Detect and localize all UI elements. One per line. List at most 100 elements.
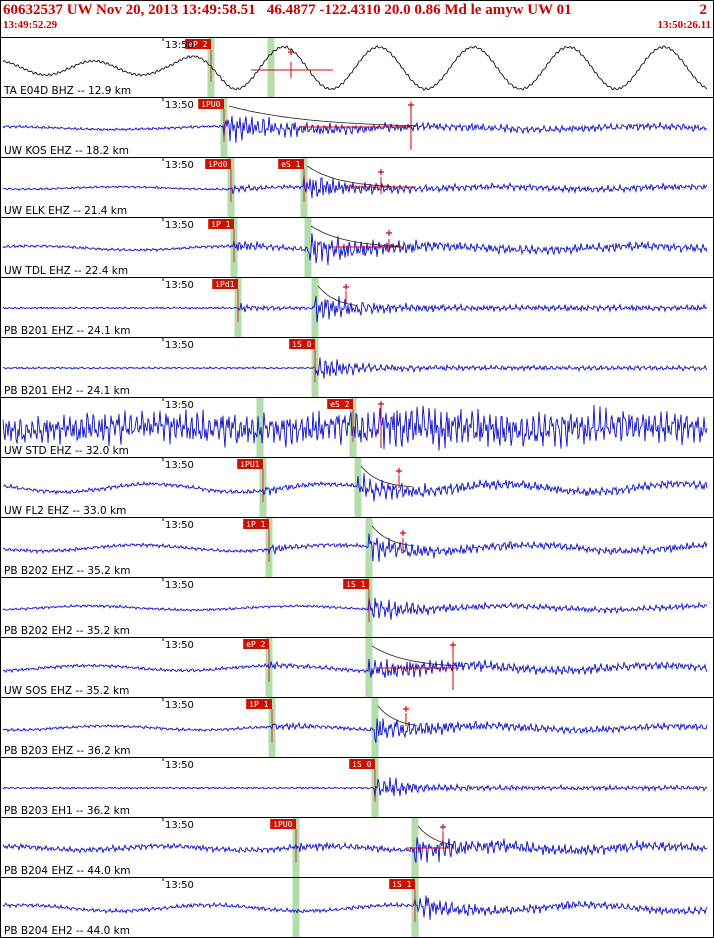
pick-flag-box[interactable]: [278, 159, 304, 169]
waveform-trace[interactable]: [2, 115, 707, 143]
pick-flag-box[interactable]: [212, 279, 238, 289]
trace-canvas[interactable]: iPd0 eS 1 13:50 UW ELK EHZ -- 21.4 km: [1, 158, 713, 217]
station-label[interactable]: PB B201 EHZ -- 24.1 km: [4, 325, 130, 337]
pick-flag[interactable]: iS 1: [389, 879, 416, 922]
station-label[interactable]: UW KOS EHZ -- 18.2 km: [4, 145, 129, 157]
trace-canvas[interactable]: iS 1 13:50 PB B204 EH2 -- 44.0 km: [1, 878, 713, 937]
station-label[interactable]: PB B204 EH2 -- 44.0 km: [4, 925, 130, 937]
pick-flag[interactable]: iS 0: [349, 759, 376, 802]
pick-flag-box[interactable]: [205, 159, 231, 169]
pick-flag-box[interactable]: [327, 399, 353, 409]
station-label[interactable]: PB B203 EH1 -- 36.2 km: [4, 805, 130, 817]
trace-canvas[interactable]: iP 1 13:50 PB B203 EHZ -- 36.2 km: [1, 698, 713, 757]
waveform-trace[interactable]: [2, 233, 708, 266]
pick-flag[interactable]: iS 1: [343, 579, 370, 622]
amplitude-marker[interactable]: [343, 284, 349, 304]
waveform-trace[interactable]: [2, 777, 708, 799]
trace-panel[interactable]: iS 1 13:50 PB B202 EH2 -- 35.2 km: [1, 577, 713, 637]
trace-canvas[interactable]: eP 2 13:50 UW SOS EHZ -- 35.2 km: [1, 638, 713, 697]
pick-flag[interactable]: eS 1: [278, 159, 305, 202]
trace-panel[interactable]: iPU0 13:50 UW KOS EHZ -- 18.2 km: [1, 97, 713, 157]
waveform-trace[interactable]: [2, 404, 708, 451]
trace-canvas[interactable]: eP 213:50 TA E04D BHZ -- 12.9 km: [1, 38, 713, 97]
trace-panel[interactable]: iPU1 13:50 UW FL2 EHZ -- 33.0 km: [1, 457, 713, 517]
station-label[interactable]: PB B202 EH2 -- 35.2 km: [4, 625, 130, 637]
pick-flag-box[interactable]: [243, 519, 269, 529]
pick-flag[interactable]: iPU0: [198, 99, 225, 142]
waveform-trace[interactable]: [3, 473, 708, 502]
trace-panel[interactable]: eS 2 13:50 UW STD EHZ -- 32.0 km: [1, 397, 713, 457]
amplitude-marker[interactable]: [379, 642, 456, 690]
amplitude-marker[interactable]: [406, 824, 449, 849]
trace-panel[interactable]: iS 1 13:50 PB B204 EH2 -- 44.0 km: [1, 877, 713, 937]
waveform-trace[interactable]: [2, 45, 708, 91]
amplitude-marker[interactable]: [403, 706, 409, 726]
trace-panel[interactable]: iPd0 eS 1 13:50 UW ELK EHZ -- 21.4 km: [1, 157, 713, 217]
trace-panel[interactable]: iPd1 13:50 PB B201 EHZ -- 24.1 km: [1, 277, 713, 337]
amplitude-marker[interactable]: [299, 102, 414, 150]
station-label[interactable]: UW SOS EHZ -- 35.2 km: [4, 685, 129, 697]
pick-flag-box[interactable]: [185, 39, 211, 49]
pick-flag-box[interactable]: [270, 819, 296, 829]
waveform-trace[interactable]: [2, 718, 708, 744]
pick-flag-box[interactable]: [237, 459, 263, 469]
waveform-trace[interactable]: [2, 357, 708, 379]
pick-flag-box[interactable]: [243, 639, 269, 649]
amplitude-marker[interactable]: [331, 230, 401, 252]
pick-flag-box[interactable]: [246, 699, 272, 709]
pick-flag-box[interactable]: [389, 879, 415, 889]
trace-canvas[interactable]: iS 0 13:50 PB B201 EH2 -- 24.1 km: [1, 338, 713, 397]
waveform-trace[interactable]: [2, 533, 708, 562]
pick-flag-box[interactable]: [349, 759, 375, 769]
station-label[interactable]: UW TDL EHZ -- 22.4 km: [4, 265, 128, 277]
pick-flag[interactable]: iP 1: [208, 219, 235, 262]
pick-flag-box[interactable]: [198, 99, 224, 109]
pick-flag[interactable]: iS 0: [289, 339, 316, 382]
pick-flag[interactable]: iPd0: [205, 159, 232, 202]
waveform-trace[interactable]: [2, 295, 708, 323]
amplitude-marker[interactable]: [346, 169, 416, 194]
trace-canvas[interactable]: iS 1 13:50 PB B202 EH2 -- 35.2 km: [1, 578, 713, 637]
station-label[interactable]: PB B204 EHZ -- 44.0 km: [4, 865, 130, 877]
pick-flag[interactable]: iPU1: [237, 459, 264, 502]
pick-flag-box[interactable]: [343, 579, 369, 589]
pick-flag[interactable]: eP 2: [185, 39, 212, 82]
trace-panel[interactable]: iP 1 13:50 PB B202 EHZ -- 35.2 km: [1, 517, 713, 577]
trace-canvas[interactable]: iPU1 13:50 UW FL2 EHZ -- 33.0 km: [1, 458, 713, 517]
station-label[interactable]: PB B201 EH2 -- 24.1 km: [4, 385, 130, 397]
station-label[interactable]: UW FL2 EHZ -- 33.0 km: [4, 505, 126, 517]
trace-panel[interactable]: iS 0 13:50 PB B203 EH1 -- 36.2 km: [1, 757, 713, 817]
station-label[interactable]: UW ELK EHZ -- 21.4 km: [4, 205, 127, 217]
pick-flag[interactable]: iPd1: [212, 279, 239, 322]
trace-canvas[interactable]: eS 2 13:50 UW STD EHZ -- 32.0 km: [1, 398, 713, 457]
waveform-trace[interactable]: [2, 658, 708, 679]
trace-panel[interactable]: eP 2 13:50 UW SOS EHZ -- 35.2 km: [1, 637, 713, 697]
station-label[interactable]: PB B202 EHZ -- 35.2 km: [4, 565, 130, 577]
pick-flag[interactable]: iPU0: [270, 819, 297, 862]
amplitude-marker[interactable]: [396, 468, 402, 488]
waveform-trace[interactable]: [2, 597, 708, 620]
trace-canvas[interactable]: iS 0 13:50 PB B203 EH1 -- 36.2 km: [1, 758, 713, 817]
pick-flag-box[interactable]: [208, 219, 234, 229]
waveform-trace[interactable]: [2, 837, 708, 863]
trace-panel[interactable]: iP 1 13:50 UW TDL EHZ -- 22.4 km: [1, 217, 713, 277]
pick-flag[interactable]: eS 2: [327, 399, 354, 442]
amplitude-marker[interactable]: [400, 530, 406, 551]
station-label[interactable]: PB B203 EHZ -- 36.2 km: [4, 745, 130, 757]
trace-panel[interactable]: iPU0 13:50 PB B204 EHZ -- 44.0 km: [1, 817, 713, 877]
trace-panel[interactable]: eP 2 13:50 TA E04D BHZ -- 12.9 km: [1, 37, 713, 97]
waveform-trace[interactable]: [2, 175, 708, 199]
trace-canvas[interactable]: iP 1 13:50 PB B202 EHZ -- 35.2 km: [1, 518, 713, 577]
trace-canvas[interactable]: iPU0 13:50 UW KOS EHZ -- 18.2 km: [1, 98, 713, 157]
station-label[interactable]: UW STD EHZ -- 32.0 km: [4, 445, 129, 457]
pick-flag[interactable]: eP 2: [243, 639, 270, 682]
pick-flag[interactable]: iP 1: [243, 519, 270, 562]
pick-flag-box[interactable]: [289, 339, 315, 349]
trace-canvas[interactable]: iPU0 13:50 PB B204 EHZ -- 44.0 km: [1, 818, 713, 877]
trace-panel[interactable]: iP 1 13:50 PB B203 EHZ -- 36.2 km: [1, 697, 713, 757]
trace-canvas[interactable]: iPd1 13:50 PB B201 EHZ -- 24.1 km: [1, 278, 713, 337]
trace-panel[interactable]: iS 0 13:50 PB B201 EH2 -- 24.1 km: [1, 337, 713, 397]
amplitude-marker[interactable]: [251, 49, 333, 78]
waveform-trace[interactable]: [2, 895, 708, 920]
amplitude-marker[interactable]: [378, 401, 384, 448]
